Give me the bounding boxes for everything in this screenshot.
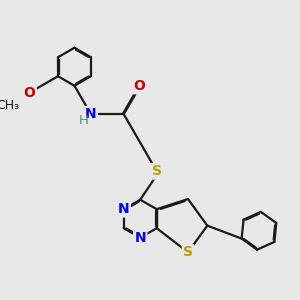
Text: H: H [79, 114, 88, 127]
Text: N: N [118, 202, 130, 216]
Text: O: O [134, 79, 146, 93]
Text: N: N [85, 107, 97, 121]
Text: S: S [183, 245, 193, 259]
Text: N: N [134, 231, 146, 245]
Text: O: O [24, 86, 35, 100]
Text: CH₃: CH₃ [0, 98, 20, 112]
Text: S: S [152, 164, 162, 178]
